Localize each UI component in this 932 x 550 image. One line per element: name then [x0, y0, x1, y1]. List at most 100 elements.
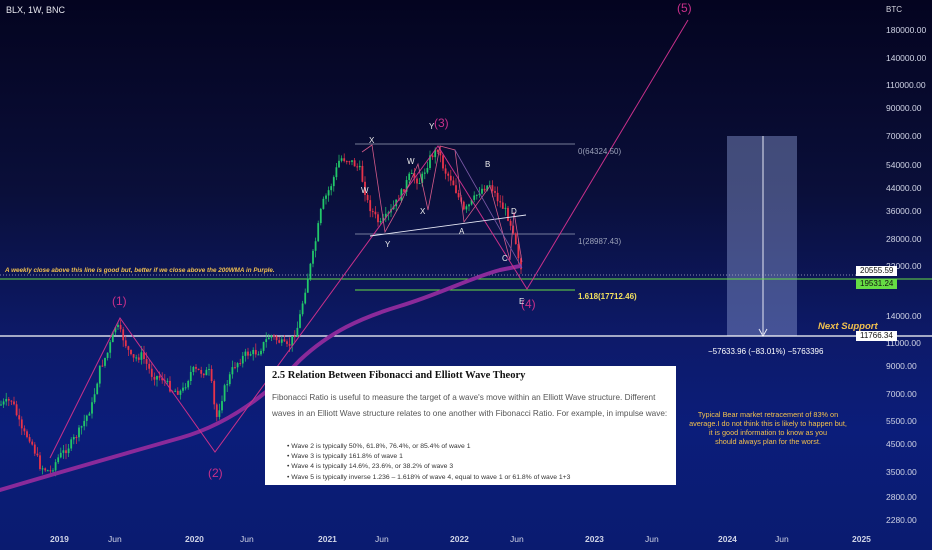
candle-body: [226, 384, 229, 386]
candle-body: [150, 368, 153, 377]
candle-body: [143, 352, 145, 359]
elliott-wave-path: [49, 19, 689, 459]
candle-body: [374, 211, 377, 215]
candle-body: [2, 401, 5, 405]
candle-body: [306, 278, 309, 293]
price-tag: 11766.34: [856, 331, 897, 341]
candle-body: [509, 220, 512, 226]
candle-body: [104, 357, 106, 366]
candle-body: [28, 437, 31, 442]
candle-body: [156, 376, 158, 380]
candle-body: [236, 363, 239, 368]
candle-body: [78, 427, 80, 438]
subwave-label-b: B: [485, 160, 491, 169]
candle-body: [153, 376, 156, 380]
info-box-paragraph: Fibonacci Ratio is useful to measure the…: [272, 393, 668, 418]
candle-body: [39, 455, 41, 470]
candle-body: [135, 357, 138, 359]
candle-body: [41, 468, 44, 470]
y-tick: 22000.00: [886, 260, 922, 271]
fib-label-0: 0(64324.50): [578, 147, 622, 156]
y-tick: 140000.00: [886, 53, 927, 64]
candle-body: [452, 180, 455, 186]
candle-body: [46, 470, 49, 472]
candle-body: [465, 206, 468, 210]
triangle-resistance-line: [454, 149, 523, 269]
x-tick: Jun: [375, 534, 389, 544]
y-tick: 4500.00: [886, 438, 917, 449]
candle-body: [187, 381, 190, 388]
candle-body: [195, 366, 197, 369]
candle-body: [366, 194, 369, 201]
candle-body: [13, 401, 15, 405]
candle-body: [215, 404, 218, 417]
candle-body: [330, 186, 333, 191]
candle-body: [101, 365, 104, 367]
candle-body: [234, 367, 236, 369]
candle-body: [457, 192, 460, 198]
candle-body: [473, 195, 476, 200]
candle-body: [273, 335, 275, 337]
candle-body: [319, 208, 322, 224]
info-bullet: Wave 5 is typically inverse 1.236 – 1.61…: [287, 473, 570, 483]
projection-measure-label: −57633.96 (−83.01%) −5763396: [708, 347, 824, 356]
candle-body: [36, 453, 39, 456]
candle-body: [83, 420, 86, 427]
candle-body: [158, 376, 161, 378]
candle-body: [481, 188, 483, 194]
candle-body: [356, 166, 359, 168]
weekly-close-note: A weekly close above this line is good b…: [5, 267, 275, 274]
wave-label-5: (5): [677, 1, 692, 15]
candle-body: [49, 470, 52, 472]
subwave-label-x: X: [369, 136, 375, 145]
subwave-label-a: A: [459, 227, 465, 236]
info-bullet: Wave 3 is typically 161.8% of wave 1: [287, 452, 570, 462]
x-tick: Jun: [108, 534, 122, 544]
candle-body: [296, 327, 299, 337]
candle-body: [23, 428, 26, 432]
y-tick: 28000.00: [886, 233, 922, 244]
candle-body: [117, 324, 119, 328]
candle-body: [218, 410, 221, 417]
candle-body: [161, 377, 164, 381]
candle-body: [291, 336, 294, 346]
bear-note-line: average.I do not think this is likely to…: [689, 419, 847, 428]
candle-body: [309, 263, 312, 279]
candle-body: [400, 189, 403, 201]
candle-body: [228, 374, 231, 385]
x-tick: Jun: [510, 534, 524, 544]
info-box-bullets: Wave 2 is typically 50%, 61.8%, 76.4%, o…: [287, 442, 570, 483]
candle-body: [322, 198, 325, 209]
candle-body: [405, 180, 408, 192]
info-box-title: 2.5 Relation Between Fibonacci and Ellio…: [272, 370, 526, 381]
candle-body: [507, 207, 509, 221]
y-tick: 90000.00: [886, 102, 922, 113]
candle-body: [85, 415, 88, 421]
candle-body: [283, 339, 286, 342]
candle-body: [410, 173, 413, 175]
fib-label-1: 1(28987.43): [578, 237, 622, 246]
price-tag: 19531.24: [856, 279, 898, 289]
candle-body: [361, 165, 364, 182]
candle-body: [371, 211, 374, 213]
candle-body: [462, 201, 465, 210]
candle-body: [15, 404, 18, 416]
candle-body: [148, 363, 151, 369]
candle-body: [65, 450, 67, 454]
candle-body: [241, 355, 244, 364]
candle-body: [317, 223, 320, 242]
candle-body: [18, 415, 21, 420]
candle-body: [249, 354, 252, 356]
x-tick: Jun: [645, 534, 659, 544]
candle-body: [288, 343, 291, 346]
subwave-label-w1: W: [361, 186, 369, 195]
candle-body: [475, 194, 478, 196]
candle-body: [280, 339, 283, 343]
candle-body: [353, 160, 356, 167]
candle-body: [384, 213, 387, 218]
subwave-label-y-top: Y: [429, 122, 435, 131]
candle-body: [98, 365, 101, 384]
candle-body: [91, 402, 93, 414]
